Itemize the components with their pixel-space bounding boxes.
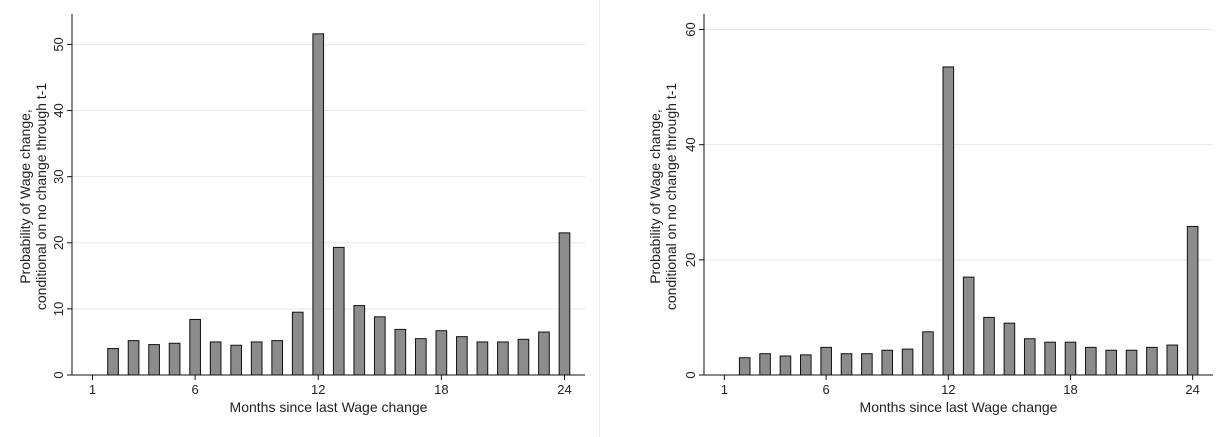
y-tick-label: 50 bbox=[51, 37, 66, 51]
y-tick-label: 20 bbox=[683, 253, 698, 267]
bar bbox=[922, 331, 934, 376]
y-axis-title-line1: Probability of Wage change, bbox=[17, 109, 33, 284]
bar bbox=[1023, 338, 1036, 376]
chart-panel-right: 0 20 40 60 1 6 12 18 24 Months since last Wage ch… bbox=[612, 0, 1225, 437]
panel-divider bbox=[599, 0, 600, 437]
x-tick-label: 24 bbox=[1185, 382, 1199, 397]
bar bbox=[373, 316, 386, 376]
bar bbox=[861, 353, 873, 376]
x-axis-title: Months since last Wage change bbox=[230, 399, 428, 415]
bar bbox=[538, 331, 550, 376]
bar bbox=[942, 66, 955, 376]
bar bbox=[1064, 341, 1077, 376]
bar bbox=[189, 318, 201, 376]
bar bbox=[881, 349, 894, 376]
y-tick-label: 40 bbox=[683, 137, 698, 151]
x-axis-title: Months since last Wage change bbox=[860, 399, 1058, 415]
bar bbox=[759, 353, 771, 376]
bar bbox=[901, 348, 914, 376]
bar bbox=[962, 276, 975, 376]
bar bbox=[209, 341, 222, 376]
x-tick-label: 6 bbox=[192, 382, 199, 397]
bar bbox=[312, 33, 325, 376]
x-tick-label: 24 bbox=[557, 382, 571, 397]
bar bbox=[1003, 322, 1016, 376]
bar bbox=[983, 316, 995, 376]
chart-panel-left: 0 10 20 30 40 50 1 6 12 18 24 Months since last Wag… bbox=[0, 0, 600, 437]
bar bbox=[1105, 349, 1117, 376]
bar bbox=[779, 355, 792, 376]
bar bbox=[435, 330, 448, 376]
y-tick-label: 40 bbox=[51, 103, 66, 117]
bar bbox=[1125, 349, 1138, 376]
bar bbox=[497, 341, 509, 376]
bar bbox=[148, 344, 160, 376]
bar bbox=[168, 342, 181, 376]
y-tick-label: 60 bbox=[683, 22, 698, 36]
y-tick-label: 30 bbox=[51, 169, 66, 183]
bar bbox=[1166, 344, 1179, 376]
bar bbox=[271, 340, 284, 376]
bar bbox=[250, 341, 263, 376]
bar bbox=[820, 346, 832, 376]
x-tick-label: 1 bbox=[89, 382, 96, 397]
bar bbox=[1085, 346, 1097, 376]
y-axis-title-line2: conditional on no change through t-1 bbox=[663, 83, 679, 310]
bar bbox=[558, 232, 571, 376]
x-tick-label: 18 bbox=[434, 382, 448, 397]
bar bbox=[1146, 346, 1158, 376]
bar bbox=[476, 341, 489, 376]
bar bbox=[1044, 341, 1056, 376]
bar bbox=[800, 354, 812, 376]
bar bbox=[738, 357, 751, 376]
y-axis-title-line2: conditional on no change through t-1 bbox=[33, 83, 49, 310]
bar bbox=[291, 311, 304, 376]
bar-chart-left: 0 10 20 30 40 50 1 6 12 18 24 Months since last Wag… bbox=[17, 14, 585, 415]
y-tick-label: 10 bbox=[51, 302, 66, 316]
bar bbox=[107, 348, 119, 376]
bar bbox=[1186, 225, 1199, 376]
bar-chart-right: 0 20 40 60 1 6 12 18 24 Months since last Wage ch… bbox=[647, 14, 1213, 415]
y-tick-label: 0 bbox=[51, 371, 66, 378]
x-tick-label: 12 bbox=[311, 382, 325, 397]
bar bbox=[840, 353, 853, 376]
y-tick-label: 20 bbox=[51, 236, 66, 250]
bar bbox=[230, 344, 242, 376]
bar bbox=[394, 328, 407, 376]
bar bbox=[456, 336, 468, 376]
bar bbox=[353, 305, 366, 376]
x-tick-label: 12 bbox=[941, 382, 955, 397]
y-tick-label: 0 bbox=[683, 371, 698, 378]
bar bbox=[415, 338, 427, 376]
x-tick-label: 18 bbox=[1063, 382, 1077, 397]
x-tick-label: 6 bbox=[823, 382, 830, 397]
bar bbox=[127, 340, 140, 376]
x-tick-label: 1 bbox=[721, 382, 728, 397]
bar bbox=[332, 246, 345, 376]
y-axis-title-line1: Probability of Wage change, bbox=[647, 109, 663, 284]
bar bbox=[517, 338, 530, 376]
